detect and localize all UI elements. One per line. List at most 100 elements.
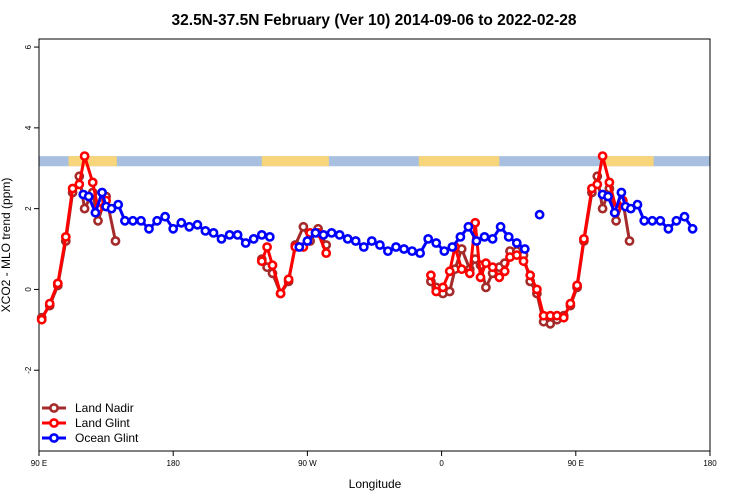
data-point (200, 225, 211, 236)
chart-title: 32.5N-37.5N February (Ver 10) 2014-09-06… (172, 12, 577, 29)
series-land-nadir (36, 171, 635, 329)
series-land-glint (36, 151, 628, 325)
data-point (487, 233, 498, 244)
legend-marker (49, 433, 59, 443)
data-point (624, 236, 635, 246)
data-point (283, 274, 294, 285)
data-point (120, 215, 130, 226)
data-point (525, 270, 536, 281)
data-point (160, 211, 170, 222)
data-point (350, 236, 361, 246)
data-point (318, 229, 329, 240)
data-point (382, 246, 393, 256)
legend-marker (49, 418, 59, 428)
legend-item: Land Glint (42, 416, 130, 430)
data-point (511, 238, 522, 248)
x-axis-label: Longitude (349, 477, 402, 491)
data-point (106, 203, 117, 214)
data-point (532, 284, 542, 295)
data-point (534, 209, 545, 220)
x-tick-label: 180 (167, 459, 181, 468)
land-band-segment (68, 156, 117, 167)
data-point (275, 288, 286, 299)
data-point (93, 215, 103, 226)
series-group (36, 151, 698, 329)
data-point (52, 278, 63, 289)
data-point (503, 231, 514, 242)
legend-marker (49, 403, 59, 413)
data-point (558, 312, 569, 323)
y-tick-label: 6 (24, 44, 33, 49)
data-point (625, 203, 636, 214)
data-point (256, 229, 267, 240)
data-point (399, 244, 409, 254)
data-point (97, 187, 107, 198)
data-point (110, 236, 121, 246)
data-point (470, 217, 481, 228)
y-tick-label: -2 (24, 366, 33, 374)
data-point (609, 207, 620, 218)
data-point (431, 286, 442, 297)
data-point (127, 215, 138, 226)
data-point (471, 236, 482, 246)
data-point (439, 246, 450, 256)
data-point (256, 256, 267, 267)
data-point (597, 151, 608, 161)
data-point (437, 282, 448, 293)
data-point (407, 246, 417, 256)
data-point (310, 227, 321, 238)
data-point (579, 233, 589, 244)
data-point (480, 282, 491, 293)
y-tick-label: 4 (24, 125, 33, 130)
legend-item: Ocean Glint (42, 431, 139, 445)
data-point (663, 223, 674, 234)
data-point (262, 242, 272, 252)
data-point (90, 207, 101, 218)
data-point (639, 215, 650, 226)
data-point (687, 223, 698, 234)
data-point (480, 258, 491, 269)
plot-frame (38, 38, 711, 452)
data-point (326, 227, 337, 238)
data-point (74, 179, 85, 190)
data-point (456, 264, 467, 275)
data-point (321, 248, 332, 258)
data-point (334, 229, 345, 240)
ocean-band (39, 156, 710, 167)
data-point (44, 298, 55, 309)
data-point (36, 314, 47, 325)
land-band-segment (261, 156, 329, 167)
data-point (152, 215, 162, 226)
data-point (475, 272, 486, 283)
data-point (464, 268, 475, 279)
data-point (248, 233, 259, 244)
x-axis: 90 E 180 90 W 0 90 E 180 (31, 451, 717, 468)
data-point (113, 199, 124, 210)
data-point (565, 298, 576, 309)
land-band-segment (418, 156, 500, 167)
data-point (518, 256, 529, 267)
data-point (60, 231, 71, 242)
series-ocean-glint (78, 187, 698, 258)
data-point (616, 187, 627, 198)
data-point (479, 231, 490, 242)
x-tick-label: 90 W (298, 459, 317, 468)
data-point (267, 260, 278, 271)
data-point (176, 217, 187, 228)
data-point (655, 215, 666, 226)
data-point (192, 219, 203, 230)
data-point (391, 242, 401, 252)
data-point (208, 227, 219, 238)
data-point (294, 242, 305, 252)
data-point (425, 270, 436, 281)
data-point (144, 223, 154, 234)
y-tick-label: 0 (24, 287, 33, 292)
data-point (358, 242, 369, 252)
data-point (611, 215, 621, 226)
data-point (447, 242, 458, 252)
data-point (232, 229, 243, 240)
data-point (495, 221, 506, 232)
data-point (168, 223, 179, 234)
data-point (444, 266, 455, 277)
